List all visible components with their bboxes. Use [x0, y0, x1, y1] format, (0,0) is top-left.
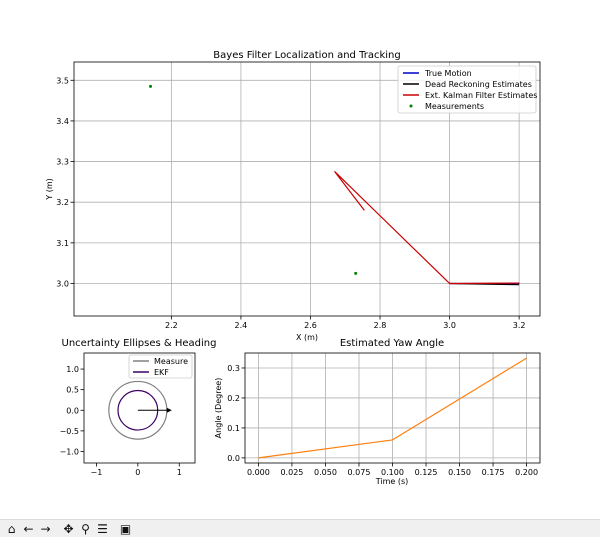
legend-label-true-motion: True Motion	[424, 69, 472, 78]
yaw-plot-line-series-0	[258, 357, 527, 459]
main-plot-ytick-label: 3.2	[56, 198, 69, 207]
configure-subplots-icon[interactable]: ☰	[97, 521, 108, 536]
yaw-plot-title: Estimated Yaw Angle	[340, 338, 444, 349]
save-floppy-icon[interactable]: ▣	[119, 521, 132, 536]
main-plot-xtick-label: 2.6	[304, 321, 317, 330]
yaw-plot-ticks: 0.000 0.025 0.050 0.075 0.100 0.125 0.150 0.175…	[227, 364, 538, 477]
uncertainty-plot-ytick-label: 0.5	[66, 386, 79, 395]
yaw-plot-ylabel: Angle (Degree)	[214, 378, 223, 439]
measurement-point	[354, 271, 358, 275]
main-plot-series	[149, 84, 520, 286]
uncertainty-plot-series	[108, 380, 172, 440]
uncertainty-plot-ytick-label: 0.0	[66, 406, 79, 415]
main-plot-ytick-label: 3.0	[56, 279, 69, 288]
yaw-plot-xlabel: Time (s)	[375, 477, 409, 486]
uncertainty-plot-ytick-label: −1.0	[60, 447, 79, 456]
yaw-plot-xtick-label: 0.100	[381, 468, 404, 477]
uncertainty-plot-xtick-label: 1	[177, 468, 182, 477]
uncertainty-plot-ticks: −1 0 1 −1.0 −0.5 0.0 0.5 1.0	[60, 365, 182, 477]
legend-label-ekf: Ext. Kalman Filter Estimates	[425, 91, 537, 100]
figure-canvas: Bayes Filter Localization and Tracking 2…	[45, 50, 541, 486]
main-plot-xtick-label: 2.2	[165, 321, 178, 330]
main-plot-ytick-label: 3.1	[56, 239, 69, 248]
legend-label-measure: Measure	[154, 357, 188, 366]
main-plot-ytick-label: 3.5	[56, 76, 69, 85]
main-plot-line-ext-kalman-filter-estimates	[334, 171, 520, 285]
legend-label-measurements: Measurements	[425, 102, 484, 111]
home-icon[interactable]: ⌂	[7, 521, 16, 536]
yaw-plot-xtick-label: 0.150	[448, 468, 471, 477]
back-arrow-icon[interactable]: ←	[23, 521, 34, 536]
main-plot-ytick-label: 3.4	[56, 117, 69, 126]
heading-arrow-head	[166, 407, 172, 413]
uncertainty-plot-ytick-label: 1.0	[66, 365, 79, 374]
forward-arrow-icon[interactable]: →	[40, 521, 51, 536]
main-plot-xlabel: X (m)	[296, 333, 318, 342]
uncertainty-plot-frame	[83, 352, 196, 464]
uncertainty-plot-xtick-label: −1	[91, 468, 103, 477]
legend-swatch-measurements	[409, 104, 413, 108]
uncertainty-plot-ytick-label: −0.5	[60, 427, 79, 436]
zoom-magnifier-icon[interactable]: ⚲	[81, 521, 90, 536]
main-plot-axes: Bayes Filter Localization and Tracking 2…	[45, 50, 541, 342]
yaw-plot-series	[258, 357, 527, 459]
main-plot-ylabel: Y (m)	[45, 178, 54, 200]
yaw-plot-xtick-label: 0.175	[482, 468, 505, 477]
navigation-toolbar: ⌂ ← → ✥ ⚲ ☰ ▣	[0, 519, 600, 537]
yaw-plot-ytick-label: 0.0	[227, 454, 240, 463]
main-plot-xtick-label: 2.8	[374, 321, 387, 330]
main-plot-ytick-label: 3.3	[56, 158, 69, 167]
yaw-plot-xtick-label: 0.200	[515, 468, 538, 477]
yaw-plot-xtick-label: 0.025	[280, 468, 303, 477]
main-plot-xtick-label: 2.4	[235, 321, 248, 330]
yaw-plot-xtick-label: 0.000	[247, 468, 270, 477]
yaw-plot-xtick-label: 0.125	[415, 468, 438, 477]
measurement-point	[149, 84, 153, 88]
yaw-plot-ytick-label: 0.2	[227, 394, 240, 403]
yaw-plot-ytick-label: 0.3	[227, 364, 240, 373]
main-plot-legend: True Motion Dead Reckoning Estimates Ext…	[397, 65, 537, 114]
legend-label-ekf-ellipse: EKF	[154, 368, 169, 377]
yaw-plot-ytick-label: 0.1	[227, 424, 240, 433]
uncertainty-plot-legend: Measure EKF	[128, 354, 193, 379]
legend-label-dead-reckoning: Dead Reckoning Estimates	[425, 80, 532, 89]
uncertainty-plot-axes: Uncertainty Ellipses & Heading −1 0 1−1.0−…	[60, 338, 217, 477]
main-plot-ticks: 2.2 2.4 2.6 2.8 3.0 3.2 3.0 3.1 3.2 3.3 3.4 3.5	[56, 76, 525, 330]
yaw-plot-xtick-label: 0.050	[314, 468, 337, 477]
yaw-plot-axes: Estimated Yaw Angle 0.000 0.025 0.050 0.075…	[214, 338, 541, 486]
main-plot-xtick-label: 3.2	[513, 321, 526, 330]
yaw-plot-grid	[245, 353, 540, 463]
uncertainty-plot-xtick-label: 0	[135, 468, 140, 477]
pan-move-icon[interactable]: ✥	[63, 521, 74, 536]
uncertainty-plot-title: Uncertainty Ellipses & Heading	[62, 338, 217, 349]
main-plot-title: Bayes Filter Localization and Tracking	[213, 50, 400, 61]
main-plot-frame	[73, 61, 541, 317]
main-plot-xtick-label: 3.0	[443, 321, 456, 330]
main-plot-legend-box	[397, 65, 537, 114]
yaw-plot-xtick-label: 0.075	[348, 468, 371, 477]
